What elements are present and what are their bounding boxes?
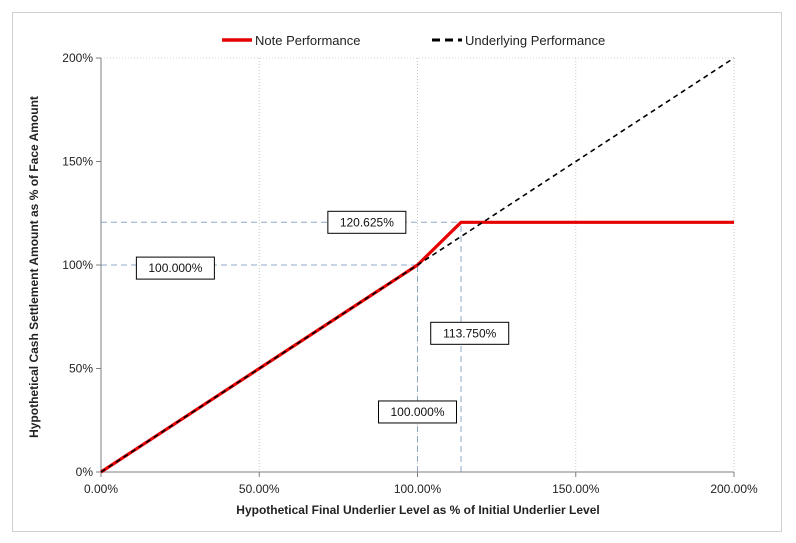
annotation-box-3 bbox=[378, 400, 457, 424]
y-tick-label-1: 50% bbox=[69, 362, 93, 376]
x-tick-label-4: 200.00% bbox=[710, 482, 758, 496]
y-axis-label: Hypothetical Cash Settlement Amount as %… bbox=[27, 96, 41, 438]
x-tick-label-2: 100.00% bbox=[394, 482, 442, 496]
underlying-performance-line bbox=[100, 57, 735, 473]
series-lines bbox=[100, 57, 735, 474]
axes: 0% 50% 100% 150% 200% 0.00% 50.00% 100.00% 150.0… bbox=[62, 51, 758, 496]
annotation-label-0: 120.625% bbox=[340, 215, 394, 229]
legend-label-1: Underlying Performance bbox=[465, 33, 605, 48]
annotation-box-0 bbox=[327, 210, 407, 234]
annotation-1: 100.000% bbox=[135, 256, 215, 280]
annotation-label-3: 100.000% bbox=[390, 405, 444, 419]
x-tick-label-1: 50.00% bbox=[239, 482, 280, 496]
x-tick-label-0: 0.00% bbox=[84, 482, 118, 496]
annotation-label-1: 100.000% bbox=[148, 261, 202, 275]
legend-item-1: Underlying Performance bbox=[432, 33, 605, 48]
y-tick-label-4: 200% bbox=[62, 51, 93, 65]
annotation-0: 120.625% bbox=[327, 210, 407, 234]
legend-label-0: Note Performance bbox=[255, 33, 361, 48]
y-tick-label-3: 150% bbox=[62, 155, 93, 169]
annotations: 120.625% 100.000% 113.750% 100.000% bbox=[135, 210, 510, 424]
y-tick-label-2: 100% bbox=[62, 258, 93, 272]
x-tick-label-3: 150.00% bbox=[552, 482, 600, 496]
x-axis-label: Hypothetical Final Underlier Level as % … bbox=[236, 503, 599, 517]
annotation-3: 100.000% bbox=[378, 400, 457, 424]
y-tick-label-0: 0% bbox=[76, 465, 94, 479]
legend: Note Performance Underlying Performance bbox=[222, 33, 605, 48]
annotation-box-2 bbox=[430, 321, 510, 345]
legend-item-0: Note Performance bbox=[222, 33, 361, 48]
annotation-box-1 bbox=[135, 256, 215, 280]
annotation-label-2: 113.750% bbox=[443, 326, 496, 340]
annotation-2: 113.750% bbox=[430, 321, 510, 345]
